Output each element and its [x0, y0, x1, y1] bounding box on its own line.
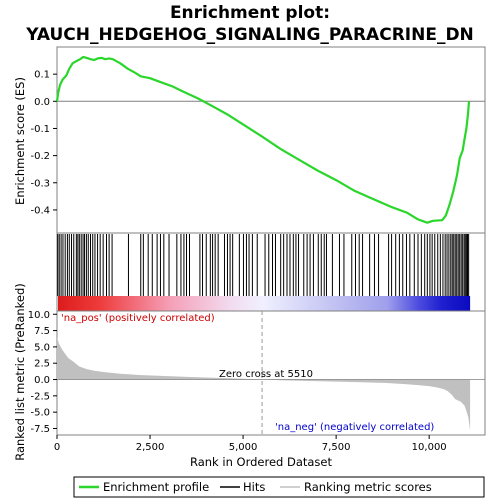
chart-title-line1: Enrichment plot:: [170, 3, 330, 23]
legend-label-hits: Hits: [243, 480, 265, 494]
hits-panel: [56, 232, 486, 312]
metric-y-tick-label: -5.0: [30, 408, 50, 419]
es-y-tick-label: -0.1: [30, 124, 50, 135]
legend-label-metric: Ranking metric scores: [304, 480, 432, 494]
es-panel: 0.1 0.0 -0.1 -0.2 -0.3 -0.4: [30, 46, 486, 234]
legend: Enrichment profile Hits Ranking metric s…: [73, 476, 485, 498]
x-tick-label: 5,000: [229, 442, 258, 453]
metric-y-tick-label: 2.5: [34, 359, 50, 370]
metric-y-tick-label: 5.0: [34, 342, 50, 353]
legend-label-enrichment: Enrichment profile: [103, 480, 209, 494]
enrichment-profile-line: [55, 55, 471, 224]
metric-y-tick-label: 0.0: [34, 375, 50, 386]
x-tick-label: 7,500: [322, 442, 351, 453]
metric-y-tick-label: -7.5: [30, 424, 50, 435]
es-frame: [56, 46, 486, 234]
x-axis: 0 2,500 5,000 7,500 10,000: [54, 435, 447, 453]
metric-y-axis-label: Ranked list metric (PreRanked): [13, 283, 27, 461]
es-y-tick-label: -0.2: [30, 151, 50, 162]
metric-y-tick-label: -2.5: [30, 391, 50, 402]
x-tick-label: 10,000: [412, 442, 447, 453]
neg-correlated-label: 'na_neg' (negatively correlated): [275, 422, 434, 433]
rank-color-bar: [58, 296, 471, 311]
es-y-tick-label: 0.0: [34, 97, 50, 108]
es-y-axis-label: Enrichment score (ES): [13, 77, 27, 205]
es-y-tick-label: -0.3: [30, 178, 50, 189]
x-tick-label: 2,500: [136, 442, 165, 453]
legend-frame: [73, 476, 485, 498]
zero-cross-label: Zero cross at 5510: [219, 369, 313, 380]
es-y-tick-label: 0.1: [34, 70, 50, 81]
metric-panel: 10.0 7.5 5.0 2.5 0.0 -2.5 -5.0 -7.5: [28, 310, 486, 436]
metric-y-tick-label: 7.5: [34, 326, 50, 337]
metric-y-tick-label: 10.0: [28, 310, 50, 321]
chart-title-line2: YAUCH_HEDGEHOG_SIGNALING_PARACRINE_DN: [25, 25, 474, 45]
x-axis-label: Rank in Ordered Dataset: [190, 455, 333, 469]
pos-correlated-label: 'na_pos' (positively correlated): [61, 313, 215, 324]
metric-frame: [56, 310, 486, 436]
es-y-tick-label: -0.4: [30, 205, 50, 216]
x-tick-label: 0: [54, 442, 60, 453]
